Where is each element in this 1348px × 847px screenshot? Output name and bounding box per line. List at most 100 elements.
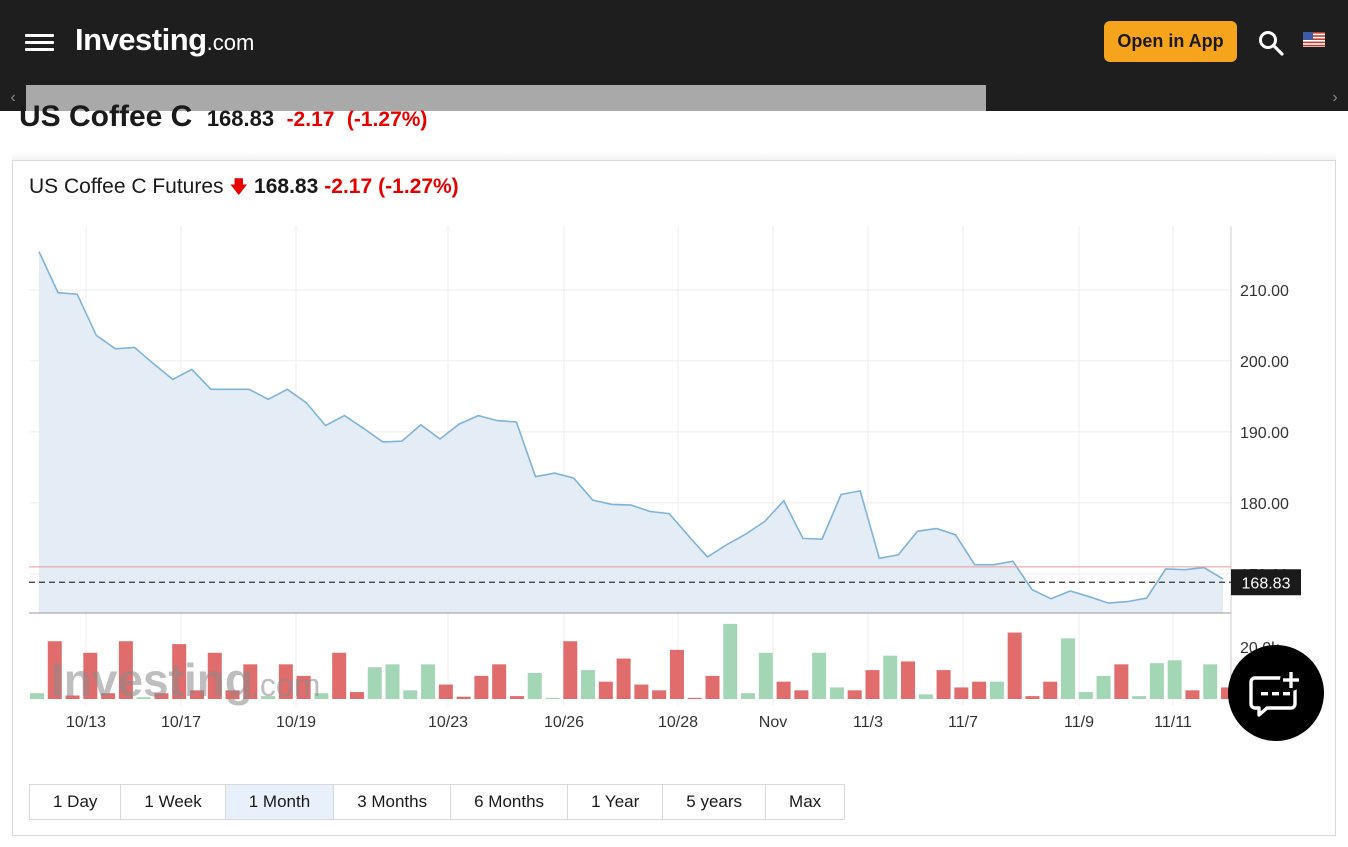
top-navigation-bar: Investing.com Open in App: [0, 0, 1348, 85]
search-icon[interactable]: [1257, 29, 1285, 57]
volume-bar: [972, 681, 987, 699]
period-5-years-button[interactable]: 5 years: [663, 785, 767, 819]
x-tick-label: 11/3: [853, 714, 883, 731]
chart-change: -2.17: [324, 175, 373, 198]
volume-bar: [901, 661, 916, 699]
period-6-months-button[interactable]: 6 Months: [451, 785, 569, 819]
current-price-tag: [1231, 569, 1301, 596]
volume-bar: [794, 690, 809, 699]
volume-bar: [385, 664, 400, 699]
y-tick-label: 190.00: [1240, 425, 1289, 442]
y-tick-label: 200.00: [1240, 354, 1289, 371]
volume-bar: [545, 697, 560, 699]
arrow-down-icon: 🡇: [229, 177, 249, 197]
volume-bar: [492, 664, 507, 699]
volume-bar: [1007, 632, 1022, 699]
volume-bar: [207, 652, 222, 699]
x-tick-label: 10/28: [658, 714, 698, 731]
sub-navigation-strip: ‹ ›: [0, 85, 1348, 111]
menu-icon[interactable]: [25, 34, 54, 52]
chevron-left-icon[interactable]: ‹: [10, 89, 16, 106]
x-tick-label: 11/11: [1154, 714, 1192, 731]
x-tick-label: 10/13: [66, 714, 106, 731]
x-tick-label: 11/9: [1064, 714, 1094, 731]
price-line: [38, 251, 1224, 604]
volume-bar: [527, 673, 542, 699]
volume-bar: [1025, 696, 1040, 699]
volume-bar: [314, 693, 329, 699]
card-shadow: [12, 152, 1336, 162]
site-logo[interactable]: Investing.com: [75, 22, 254, 58]
volume-bar: [296, 675, 311, 699]
volume-bar: [1185, 690, 1200, 699]
volume-bar: [918, 694, 933, 699]
volume-bar: [652, 690, 667, 699]
x-tick-label: 10/23: [428, 714, 468, 731]
open-in-app-button[interactable]: Open in App: [1104, 21, 1237, 62]
chart-title-row: US Coffee C Futures 🡇 168.83 -2.17 (-1.27%): [29, 175, 459, 205]
volume-bar: [243, 664, 258, 699]
volume-bar: [474, 675, 489, 699]
volume-bar: [278, 664, 293, 699]
volume-bar: [883, 655, 898, 699]
instrument-price: 168.83: [206, 106, 275, 131]
chart-title: US Coffee C Futures: [29, 175, 224, 198]
volume-bar: [438, 684, 453, 699]
volume-bar: [83, 652, 98, 699]
period-1-week-button[interactable]: 1 Week: [121, 785, 226, 819]
volume-bar: [136, 697, 151, 699]
period-3-months-button[interactable]: 3 Months: [334, 785, 452, 819]
sub-navigation-track[interactable]: [26, 85, 986, 111]
volume-bar: [47, 641, 62, 699]
volume-bar: [154, 693, 169, 699]
volume-bar: [954, 687, 969, 699]
volume-bar: [1061, 638, 1076, 699]
volume-bar: [332, 652, 347, 699]
volume-bar: [261, 696, 276, 699]
volume-bar: [634, 684, 649, 699]
x-tick-label: Nov: [759, 714, 787, 731]
volume-bar: [403, 690, 418, 699]
watermark-main: Investing: [51, 654, 253, 706]
us-flag-icon[interactable]: [1303, 32, 1325, 47]
quote-heading: US Coffee C 168.83 -2.17 (-1.27%): [19, 100, 427, 134]
price-chart[interactable]: Investing .com 210.00 200.00 190.00 180.00 1…: [13, 161, 1335, 761]
period-1-day-button[interactable]: 1 Day: [30, 785, 122, 819]
volume-bar: [172, 644, 187, 699]
chart-card: US Coffee C Futures 🡇 168.83 -2.17 (-1.27%) …: [12, 160, 1336, 836]
period-1-year-button[interactable]: 1 Year: [568, 785, 664, 819]
volume-bar: [847, 690, 862, 699]
period-1-month-button[interactable]: 1 Month: [225, 785, 335, 819]
volume-bar: [30, 693, 44, 699]
volume-bar: [669, 649, 684, 699]
volume-bar: [349, 692, 364, 699]
volume-bar: [225, 690, 240, 699]
instrument-change: -2.17: [286, 108, 335, 131]
x-tick-label: 10/19: [276, 714, 316, 731]
volume-bar: [421, 664, 436, 699]
period-selector: 1 Day 1 Week 1 Month 3 Months 6 Months 1 Year…: [29, 784, 846, 820]
logo-main-text: Investing: [75, 22, 207, 57]
volume-bar: [581, 670, 596, 699]
volume-bar: [741, 693, 756, 699]
instrument-change-percent: (-1.27%): [346, 108, 428, 131]
comment-plus-icon: [1249, 669, 1302, 717]
volume-bar: [1078, 692, 1093, 699]
volume-bar: [616, 658, 631, 699]
volume-bar: [456, 696, 471, 699]
chevron-right-icon[interactable]: ›: [1332, 89, 1338, 106]
volume-bar: [936, 670, 951, 699]
volume-bar: [1096, 675, 1111, 699]
volume-bar: [1132, 696, 1147, 699]
volume-bar: [118, 641, 133, 699]
volume-bar: [598, 681, 613, 699]
volume-bar: [723, 623, 738, 699]
instrument-name: US Coffee C: [19, 100, 193, 133]
volume-bar: [1203, 664, 1218, 699]
volume-bar: [189, 690, 204, 699]
volume-bar: [367, 667, 382, 699]
y-tick-label: 180.00: [1240, 496, 1289, 513]
volume-bar: [829, 687, 844, 699]
period-max-button[interactable]: Max: [766, 785, 845, 819]
add-comment-button[interactable]: [1228, 645, 1324, 741]
